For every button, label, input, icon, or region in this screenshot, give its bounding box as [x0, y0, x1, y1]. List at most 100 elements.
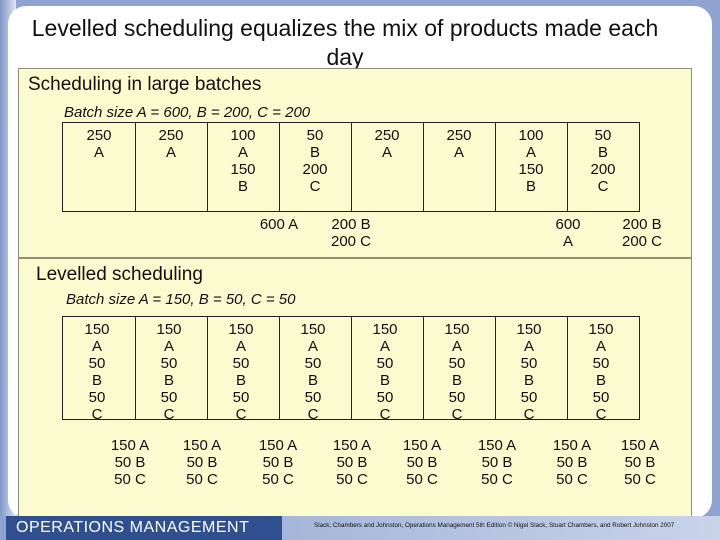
slot-line: 250 [158, 127, 184, 144]
slot-line: 50 [304, 355, 322, 372]
cumulative-line: 150 A [258, 437, 298, 454]
slot-line: 50 [232, 389, 250, 406]
cumulative-line: 50 C [624, 471, 656, 488]
operations-management-logo: OPERATIONS MANAGEMENT [6, 516, 282, 540]
timeline-slot: 150 A 50 B 50 C [139, 321, 199, 423]
timeline-divider [135, 317, 136, 419]
cumulative-total: 150 A 50 B 50 C [167, 437, 237, 488]
slot-line: C [307, 406, 319, 423]
slot-line: 50 [160, 389, 178, 406]
timeline-divider [351, 123, 352, 211]
timeline-slot: 100 A 150 B [213, 127, 273, 195]
cumulative-line: 50 B [186, 454, 218, 471]
slot-line: C [379, 406, 391, 423]
slot-line: C [595, 406, 607, 423]
cumulative-line: 50 C [186, 471, 218, 488]
slot-line: 150 [444, 321, 470, 338]
timeline-divider [423, 123, 424, 211]
slot-line: 50 [160, 355, 178, 372]
slot-line: A [379, 338, 390, 355]
slot-line: 50 [88, 355, 106, 372]
timeline-divider [207, 317, 208, 419]
slot-line: 150 [84, 321, 110, 338]
timeline-divider [351, 317, 352, 419]
slot-line: 100 [230, 127, 256, 144]
slot-line: 150 [156, 321, 182, 338]
cumulative-line: 50 C [481, 471, 513, 488]
slot-line: A [523, 338, 534, 355]
slot-line: C [163, 406, 175, 423]
levelled-timeline: 150 A 50 B 50 C 150 A 50 B 50 C 150 A 50 B 50 C 150 A 50 B 50 C… [62, 316, 640, 423]
cumulative-line: A [562, 233, 573, 250]
timeline-divider [279, 317, 280, 419]
timeline-slot: 150 A 50 B 50 C [211, 321, 271, 423]
slot-line: 50 [232, 355, 250, 372]
slot-line: 50 [448, 355, 466, 372]
cumulative-total: 600 A [244, 216, 314, 233]
timeline-divider [207, 123, 208, 211]
timeline-divider [423, 317, 424, 419]
cumulative-line: 50 B [336, 454, 368, 471]
cumulative-line: 150 A [182, 437, 222, 454]
cumulative-total: 150 A 50 B 50 C [605, 437, 675, 488]
slot-line: A [525, 144, 536, 161]
cumulative-line: 600 [555, 216, 581, 233]
cumulative-line: 50 C [262, 471, 294, 488]
cumulative-line: 150 A [110, 437, 150, 454]
slide-title: Levelled scheduling equalizes the mix of… [31, 15, 659, 70]
large-batch-timeline: 250 A 250 A 100 A 150 B 50 B 200 C 250 A 250 A 100 A 150 B 5… [62, 122, 640, 212]
timeline-slot: 100 A 150 B [501, 127, 561, 195]
slot-line: B [525, 178, 536, 195]
slot-line: 50 [448, 389, 466, 406]
slot-line: B [237, 178, 248, 195]
slot-line: 50 [88, 389, 106, 406]
timeline-divider [495, 123, 496, 211]
slot-line: 100 [518, 127, 544, 144]
cumulative-total: 150 A 50 B 50 C [462, 437, 532, 488]
cumulative-line: 50 B [556, 454, 588, 471]
cumulative-line: 50 C [556, 471, 588, 488]
slot-line: A [307, 338, 318, 355]
slot-line: 200 [590, 161, 616, 178]
levelled-heading: Levelled scheduling [36, 264, 203, 285]
slot-line: A [381, 144, 392, 161]
timeline-slot: 250 A [429, 127, 489, 161]
cumulative-line: 150 A [620, 437, 660, 454]
large-batch-size-label: Batch size A = 600, B = 200, C = 200 [64, 104, 311, 121]
cumulative-line: 50 B [624, 454, 656, 471]
cumulative-line: 150 A [477, 437, 517, 454]
slot-line: 250 [374, 127, 400, 144]
cumulative-line: 600 A [259, 216, 299, 233]
slot-line: 50 [376, 389, 394, 406]
timeline-slot: 150 A 50 B 50 C [427, 321, 487, 423]
slot-line: 200 [302, 161, 328, 178]
timeline-slot: 150 A 50 B 50 C [283, 321, 343, 423]
slot-line: 150 [372, 321, 398, 338]
slot-line: C [451, 406, 463, 423]
cumulative-total: 600 A [533, 216, 603, 250]
cumulative-line: 200 B [622, 216, 662, 233]
cumulative-total: 200 B 200 C [607, 216, 677, 250]
cumulative-line: 50 B [481, 454, 513, 471]
slot-line: 250 [86, 127, 112, 144]
cumulative-line: 50 B [114, 454, 146, 471]
timeline-slot: 250 A [357, 127, 417, 161]
timeline-divider [279, 123, 280, 211]
timeline-slot: 150 A 50 B 50 C [67, 321, 127, 423]
cumulative-line: 50 C [406, 471, 438, 488]
slot-line: 50 [520, 355, 538, 372]
slot-line: C [597, 178, 609, 195]
timeline-divider [567, 123, 568, 211]
slot-line: B [523, 372, 534, 389]
slot-line: A [163, 338, 174, 355]
slot-line: A [451, 338, 462, 355]
slot-line: A [237, 144, 248, 161]
timeline-slot: 250 A [141, 127, 201, 161]
cumulative-line: 50 B [406, 454, 438, 471]
cumulative-total: 150 A 50 B 50 C [95, 437, 165, 488]
slot-line: B [309, 144, 320, 161]
timeline-slot: 150 A 50 B 50 C [499, 321, 559, 423]
slot-line: C [235, 406, 247, 423]
cumulative-line: 150 A [552, 437, 592, 454]
cumulative-line: 150 A [332, 437, 372, 454]
